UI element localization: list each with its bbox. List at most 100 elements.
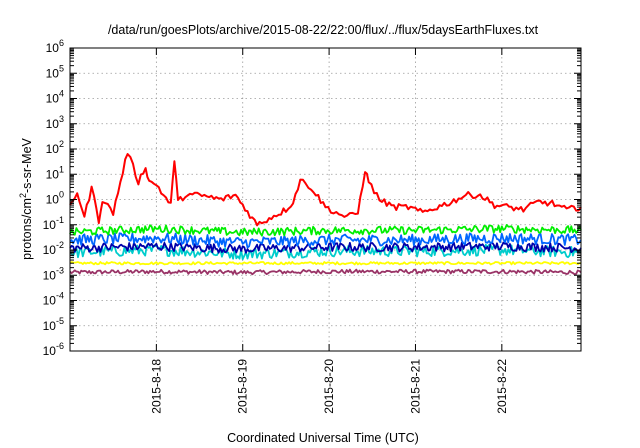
x-tick-label: 2015-8-19 [236,359,250,414]
data-point [415,230,417,232]
data-point [235,194,237,196]
data-point [465,194,467,196]
series-line [69,232,582,249]
data-point [242,248,244,250]
y-tick-label: 105 [46,63,64,80]
y-tick-label: 100 [46,190,64,207]
data-point [523,209,525,211]
y-tick-exponent: -2 [56,240,64,250]
data-point [415,250,417,252]
y-axis-title-suffix: -s-sr-MeV [20,137,34,193]
y-tick-label: 10-3 [43,265,64,282]
data-point [408,206,410,208]
data-point [501,271,503,273]
y-tick-label: 104 [46,89,64,106]
data-point [310,187,312,189]
data-point [415,262,417,264]
y-tick-base: 10 [46,92,60,106]
data-point [494,204,496,206]
data-point [479,194,481,196]
data-point [537,201,539,203]
y-tick-base: 10 [46,142,60,156]
y-tick-exponent: -3 [56,265,64,275]
data-point [501,249,503,251]
data-point [415,246,417,248]
series-lines [69,153,582,276]
data-point [156,249,158,251]
y-tick-label: 10-1 [43,215,64,232]
data-point [148,181,150,183]
y-tick-base: 10 [46,41,60,55]
data-point [300,179,302,181]
y-tick-base: 10 [43,294,57,308]
series-line [69,223,582,237]
y-tick-exponent: 6 [59,38,64,48]
y-tick-exponent: 3 [59,114,64,124]
y-tick-exponent: 0 [59,190,64,200]
y-tick-labels: 10-610-510-410-310-210-11001011021031041… [43,38,64,358]
y-tick-base: 10 [43,344,57,358]
data-point [325,206,327,208]
data-point [91,187,93,189]
data-point [415,239,417,241]
data-point [156,184,158,186]
data-point [501,237,503,239]
data-point [328,250,330,252]
y-tick-exponent: 1 [59,164,64,174]
y-tick-base: 10 [43,319,57,333]
data-point [346,216,348,218]
series-line [69,260,582,266]
data-point [368,181,370,183]
data-point [156,246,158,248]
y-tick-label: 106 [46,38,64,55]
data-point [328,246,330,248]
data-point [422,212,424,214]
data-point [256,224,258,226]
data-point [415,271,417,273]
data-point [328,271,330,273]
grid [70,48,581,351]
data-point [174,158,176,160]
y-tick-label: 10-5 [43,316,64,333]
chart-title: /data/run/goesPlots/archive/2015-08-22/2… [108,23,539,37]
y-tick-label: 101 [46,164,64,181]
data-point [156,228,158,230]
y-tick-base: 10 [43,243,57,257]
y-tick-exponent: 2 [59,139,64,149]
y-tick-base: 10 [46,117,60,131]
data-point [98,220,100,222]
data-point [501,262,503,264]
y-tick-label: 103 [46,114,64,131]
y-tick-exponent: -1 [56,215,64,225]
data-point [170,204,172,206]
y-tick-label: 10-2 [43,240,64,257]
y-axis-title: protons/cm2-s-sr-MeV [18,137,34,259]
x-tick-label: 2015-8-21 [408,359,422,414]
data-point [242,204,244,206]
data-point [566,209,568,211]
y-tick-exponent: 5 [59,63,64,73]
y-tick-base: 10 [46,167,60,181]
y-tick-base: 10 [43,218,57,232]
y-tick-exponent: -5 [56,316,64,326]
data-point [328,230,330,232]
x-axis-title: Coordinated Universal Time (UTC) [227,431,419,445]
data-point [292,201,294,203]
data-point [451,201,453,203]
data-point [242,242,244,244]
data-point [393,206,395,208]
data-point [242,253,244,255]
data-point [501,246,503,248]
y-axis-title-exponent: 2 [18,193,28,198]
data-point [145,166,147,168]
data-point [177,201,179,203]
data-point [436,206,438,208]
y-tick-label: 102 [46,139,64,156]
data-point [364,169,366,171]
y-tick-exponent: 4 [59,89,64,99]
series-line [69,241,582,254]
data-point [112,212,114,214]
data-point [156,237,158,239]
data-point [242,272,244,274]
x-tick-label: 2015-8-18 [149,359,163,414]
